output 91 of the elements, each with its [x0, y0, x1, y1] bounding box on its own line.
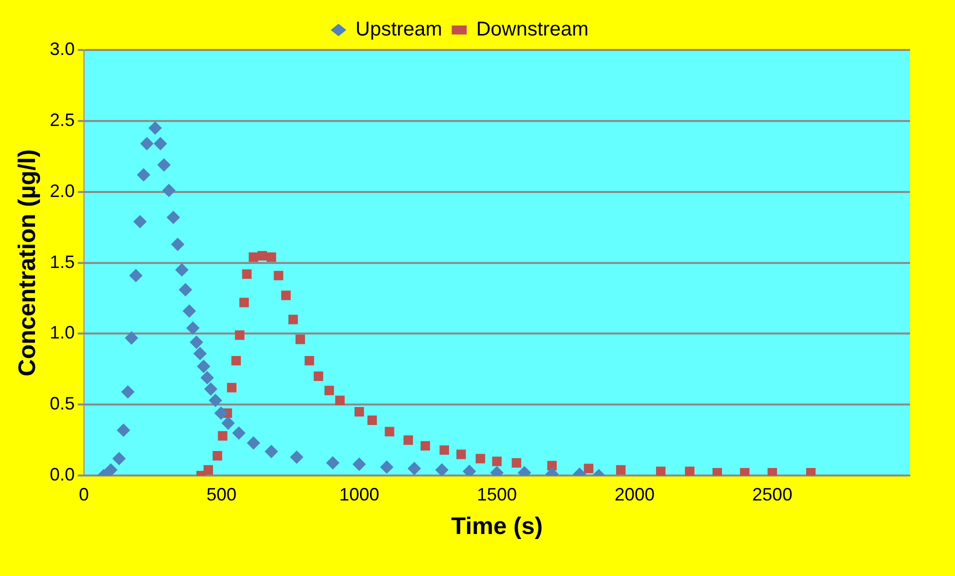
point — [304, 356, 314, 366]
point — [154, 137, 167, 150]
point — [231, 356, 241, 366]
point — [204, 382, 218, 396]
point — [239, 298, 249, 308]
x-tick-label: 1500 — [476, 484, 517, 504]
x-axis-title: Time (s) — [451, 513, 543, 540]
point — [288, 314, 298, 324]
point — [258, 250, 268, 260]
point — [134, 215, 147, 228]
point — [290, 450, 304, 464]
point — [462, 464, 476, 476]
y-tick-label: 0.0 — [50, 464, 75, 485]
point — [324, 386, 334, 396]
point — [222, 416, 235, 430]
point — [248, 252, 258, 262]
point — [352, 458, 366, 471]
x-tick-label: 2000 — [614, 484, 655, 504]
point — [314, 372, 324, 382]
point — [121, 385, 134, 398]
point — [656, 466, 666, 476]
y-axis-title: Concentration (µg/l) — [14, 149, 42, 376]
point — [326, 456, 340, 470]
x-tick-label: 500 — [206, 484, 237, 504]
y-tick-label: 3.0 — [50, 38, 75, 59]
point — [274, 270, 284, 280]
point — [162, 184, 176, 197]
point — [403, 435, 413, 445]
point — [712, 468, 722, 476]
point — [226, 382, 236, 392]
point — [492, 456, 502, 466]
point — [408, 462, 421, 476]
point — [218, 431, 228, 441]
point — [214, 406, 228, 420]
point — [112, 452, 126, 466]
point — [208, 394, 222, 407]
point — [420, 441, 430, 451]
point — [296, 334, 306, 344]
point — [116, 424, 130, 437]
point — [264, 444, 278, 458]
point — [171, 238, 184, 251]
point — [740, 468, 750, 476]
point — [148, 122, 162, 135]
legend-label: Upstream — [356, 18, 442, 41]
point — [768, 468, 778, 476]
point — [234, 330, 244, 340]
x-tick-label: 2500 — [752, 484, 792, 504]
point — [157, 158, 170, 172]
point — [140, 137, 154, 150]
point — [476, 454, 486, 464]
point — [137, 168, 150, 182]
x-tick-label: 0 — [78, 484, 89, 504]
point — [175, 263, 188, 276]
point — [367, 416, 377, 426]
point — [584, 464, 594, 474]
y-tick-label: 1.5 — [50, 252, 75, 272]
point — [512, 458, 522, 468]
point — [384, 426, 394, 436]
legend-label: Downstream — [476, 18, 588, 41]
y-tick-label: 2.5 — [50, 110, 75, 130]
point — [178, 283, 192, 296]
point — [440, 445, 450, 455]
point — [435, 463, 448, 476]
point — [684, 466, 694, 476]
point — [354, 407, 364, 417]
point — [246, 436, 260, 450]
point — [200, 371, 214, 384]
point — [266, 252, 276, 262]
point — [204, 465, 214, 475]
point — [186, 322, 200, 335]
point — [232, 426, 246, 440]
point — [281, 290, 291, 300]
point — [166, 210, 180, 224]
point — [190, 336, 203, 349]
point — [194, 347, 207, 360]
point — [104, 463, 118, 476]
y-tick-label: 0.5 — [50, 394, 75, 414]
point — [129, 269, 142, 282]
x-tick-label: 1000 — [339, 484, 380, 504]
y-tick-label: 2.0 — [50, 180, 75, 201]
point — [616, 465, 626, 475]
point — [335, 396, 345, 406]
point — [806, 468, 816, 476]
point — [212, 450, 222, 460]
y-tick-label: 1.0 — [50, 322, 75, 343]
point — [197, 360, 210, 373]
point — [242, 269, 252, 279]
point — [182, 304, 196, 318]
point — [124, 331, 138, 344]
point — [456, 450, 466, 460]
point — [380, 460, 394, 474]
